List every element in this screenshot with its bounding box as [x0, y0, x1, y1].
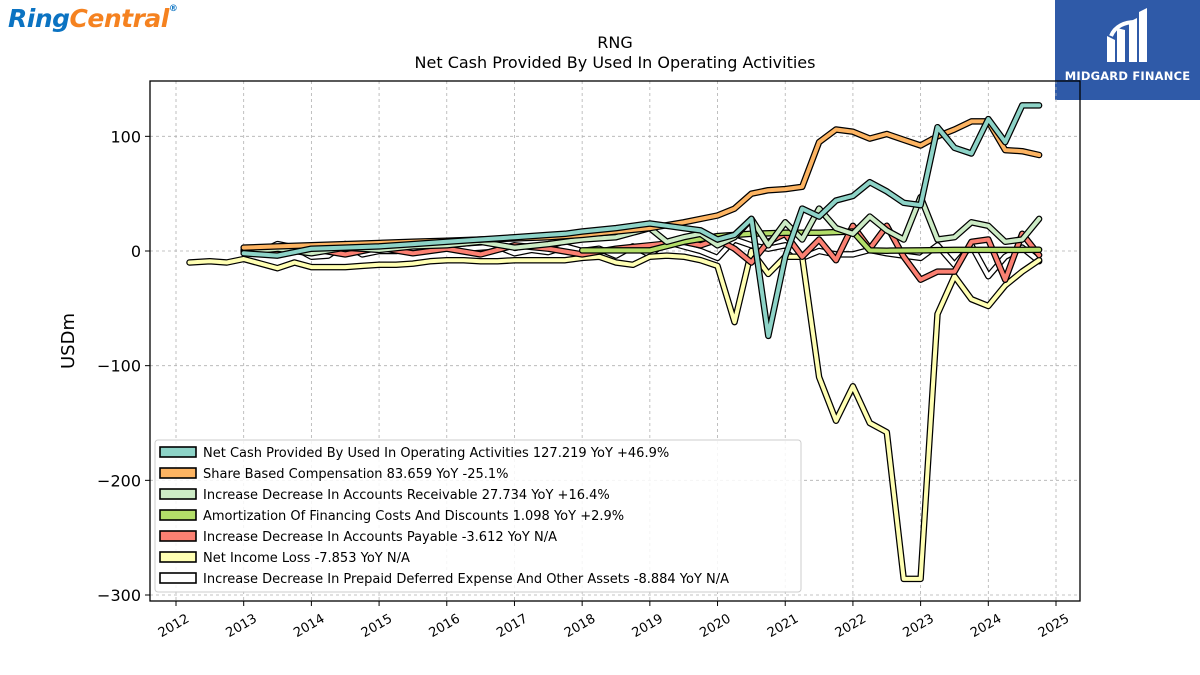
legend-label: Net Cash Provided By Used In Operating A… [203, 446, 669, 461]
series-line [241, 223, 1042, 282]
x-tick-label: 2012 [156, 611, 192, 641]
chart-title: RNG [597, 33, 632, 52]
ringcentral-logo: RingCentral® [8, 4, 178, 33]
legend-label: Amortization Of Financing Costs And Disc… [203, 509, 624, 524]
x-tick-label: 2016 [427, 611, 463, 641]
y-axis-label: USDm [58, 313, 79, 369]
x-tick-label: 2022 [833, 611, 869, 641]
x-tick-label: 2017 [494, 611, 530, 641]
x-tick-label: 2019 [630, 611, 666, 641]
legend-swatch [159, 446, 197, 458]
logo-part-ring: Ring [8, 4, 70, 33]
chart-subtitle: Net Cash Provided By Used In Operating A… [415, 53, 816, 72]
x-tick-label: 2020 [697, 611, 733, 641]
series-line [241, 103, 1042, 338]
x-tick-label: 2021 [765, 611, 801, 641]
y-tick-label: −200 [97, 471, 141, 490]
legend-label: Share Based Compensation 83.659 YoY -25.… [203, 467, 509, 482]
x-tick-label: 2014 [291, 611, 327, 641]
legend-swatch [159, 509, 197, 521]
plot-frame [149, 80, 1081, 602]
legend-swatch [159, 488, 197, 500]
y-tick-label: −300 [97, 586, 141, 605]
legend-label: Increase Decrease In Prepaid Deferred Ex… [203, 572, 729, 587]
legend: Net Cash Provided By Used In Operating A… [154, 439, 802, 593]
x-tick-label: 2023 [900, 611, 936, 641]
x-tick-label: 2025 [1036, 611, 1072, 641]
x-tick-label: 2015 [359, 611, 395, 641]
legend-label: Increase Decrease In Accounts Receivable… [203, 488, 610, 503]
y-tick-label: −100 [97, 357, 141, 376]
y-axis: 100 0 −100 −200 −300 [97, 127, 150, 605]
series-line [187, 249, 1042, 581]
series-line [580, 229, 1042, 253]
y-tick-label: 0 [131, 242, 141, 261]
x-tick-label: 2018 [562, 611, 598, 641]
midgard-finance-name: MIDGARD FINANCE [1064, 69, 1191, 83]
x-tick-label: 2013 [224, 611, 260, 641]
legend-label: Increase Decrease In Accounts Payable -3… [203, 530, 557, 545]
legend-swatch [159, 572, 197, 584]
midgard-finance-logo: MIDGARD FINANCE [1055, 0, 1200, 100]
series-group [186, 102, 1043, 583]
midgard-emblem-icon [1107, 8, 1147, 62]
legend-label: Net Income Loss -7.853 YoY N/A [203, 551, 410, 566]
legend-box [154, 439, 802, 593]
series-outline [240, 102, 1043, 340]
legend-swatch [159, 530, 197, 542]
x-tick-label: 2024 [968, 611, 1004, 641]
y-tick-label: 100 [110, 127, 141, 146]
series-line [241, 119, 1042, 250]
legend-swatch [159, 467, 197, 479]
logo-part-central: Central [69, 4, 170, 33]
x-axis: 2012 2013 2014 2015 2016 2017 2018 2019 2020 2021… [156, 601, 1072, 641]
legend-swatch [159, 551, 197, 563]
